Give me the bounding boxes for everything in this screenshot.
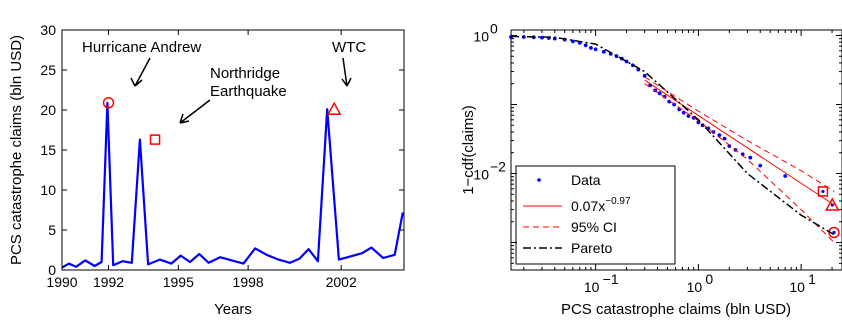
data-point	[783, 174, 788, 178]
left-y-tick-label: 15	[40, 142, 56, 158]
pareto-line	[510, 35, 835, 236]
event-marker-triangle	[326, 101, 342, 115]
fit-line	[644, 79, 835, 206]
right-x-tick-exponent: −1	[603, 271, 619, 287]
data-point	[748, 155, 753, 160]
legend-label-fit: 0.07x−0.97	[571, 196, 631, 214]
data-point	[681, 110, 686, 115]
extreme-event-square	[817, 186, 829, 197]
right-plot-marks	[509, 35, 840, 243]
left-axis-ticks: 1990 1992 1995 1998 2002 0 5 10 15 20 25 30	[40, 22, 404, 290]
annotation-wtc: WTC	[332, 39, 366, 56]
claims-series-line	[61, 101, 404, 269]
legend-swatch-data	[537, 178, 541, 182]
left-plot-area	[61, 29, 405, 271]
data-point	[758, 163, 763, 168]
arrow-wtc	[341, 57, 352, 87]
legend-fit-base: 0.07x	[571, 198, 605, 214]
right-y-tick-exponent: −2	[490, 159, 506, 175]
left-x-tick-label: 1995	[163, 274, 194, 290]
left-x-axis-label: Years	[214, 301, 252, 318]
data-point	[601, 49, 606, 54]
legend-label-ci: 95% CI	[571, 219, 617, 235]
left-y-axis-label: PCS catastrophe claims (bln USD)	[8, 35, 25, 265]
left-y-tick-label: 10	[40, 182, 56, 198]
right-y-tick-label: 10	[473, 28, 489, 44]
annotation-earthquake: Earthquake	[210, 83, 287, 100]
left-plot-marks	[61, 97, 404, 269]
left-x-tick-label: 1990	[46, 274, 77, 290]
data-point	[571, 39, 575, 44]
event-marker-square	[149, 134, 161, 145]
left-y-tick-label: 30	[40, 22, 56, 38]
legend-label-data: Data	[571, 172, 601, 188]
right-y-axis-label: 1−cdf(claims)	[460, 105, 477, 195]
data-point	[657, 91, 662, 96]
left-x-tick-label: 1992	[93, 274, 124, 290]
left-x-tick-label: 2002	[326, 274, 357, 290]
left-y-tick-label: 5	[48, 222, 56, 238]
data-point	[667, 99, 672, 104]
extreme-event-dot	[821, 189, 825, 194]
extreme-event-triangle	[825, 197, 840, 211]
right-x-tick-label: 10	[584, 279, 600, 295]
right-x-tick-exponent: 1	[808, 271, 816, 287]
data-point	[593, 47, 598, 52]
right-x-tick-label: 10	[789, 279, 805, 295]
data-point	[583, 43, 588, 48]
legend-fit-exponent: −0.97	[605, 196, 631, 207]
right-x-axis-label: PCS catastrophe claims (bln USD)	[561, 301, 791, 318]
data-point	[540, 35, 544, 40]
left-chart: PCS catastrophe claims (bln USD) Years H…	[8, 22, 405, 318]
left-y-tick-label: 25	[40, 62, 56, 78]
data-point	[589, 46, 593, 50]
right-x-tick-label: 10	[687, 279, 703, 295]
data-point	[642, 73, 647, 78]
right-y-tick-exponent: 0	[490, 20, 498, 36]
data-point	[722, 136, 727, 141]
arrow-northridge	[179, 99, 211, 124]
arrow-hurricane-andrew	[130, 57, 151, 87]
right-y-tick-label: 10	[473, 167, 489, 183]
legend-label-pareto: Pareto	[571, 240, 612, 256]
ci-lower-line	[644, 83, 835, 243]
right-x-tick-exponent: 0	[705, 271, 713, 287]
event-marker-circle	[102, 97, 115, 109]
left-y-tick-label: 0	[48, 262, 56, 278]
left-y-tick-label: 20	[40, 102, 56, 118]
left-annotations: Hurricane Andrew Northridge Earthquake W…	[82, 39, 366, 124]
annotation-northridge: Northridge	[210, 65, 280, 82]
left-x-tick-label: 1998	[233, 274, 264, 290]
data-point	[662, 94, 667, 99]
ci-upper-line	[644, 76, 835, 192]
data-point	[727, 144, 732, 148]
right-axis-ticks: 10 −1 10 0 10 110 010 −2	[473, 20, 842, 295]
right-chart: 1−cdf(claims) PCS catastrophe claims (bl…	[460, 20, 842, 318]
legend: Data 0.07x−0.97 95% CI Pareto	[515, 165, 676, 265]
annotation-hurricane-andrew: Hurricane Andrew	[82, 39, 201, 56]
